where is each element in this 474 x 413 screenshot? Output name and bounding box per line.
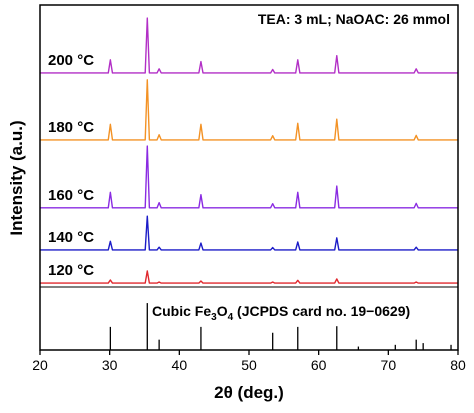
xrd-pattern	[40, 215, 458, 251]
plot-frame	[39, 4, 459, 351]
xrd-pattern	[40, 79, 458, 141]
x-tick-label: 30	[102, 357, 118, 373]
x-tick-label: 80	[450, 357, 466, 373]
ref-label-part: Cubic Fe	[152, 303, 211, 319]
reference-label: Cubic Fe3O4 (JCPDS card no. 19−0629)	[152, 303, 410, 323]
ref-label-sub: 4	[228, 312, 234, 323]
xrd-pattern	[40, 145, 458, 209]
x-axis-label: 2θ (deg.)	[214, 383, 284, 402]
x-tick-label: 60	[311, 357, 327, 373]
series-label: 120 °C	[48, 262, 94, 279]
series-label: 180 °C	[48, 119, 94, 136]
ref-label-part: (JCPDS card no. 19−0629)	[233, 303, 410, 319]
xrd-pattern	[40, 270, 458, 284]
xrd-pattern	[40, 17, 458, 74]
x-tick-label: 40	[172, 357, 188, 373]
y-axis-label: Intensity (a.u.)	[7, 120, 26, 235]
annotation: TEA: 3 mL; NaOAC: 26 mmol	[258, 11, 450, 27]
ref-label-part: O	[217, 303, 228, 319]
series-label: 160 °C	[48, 187, 94, 204]
x-tick-label: 20	[32, 357, 48, 373]
x-tick-label: 70	[381, 357, 397, 373]
series-label: 140 °C	[48, 229, 94, 246]
x-tick-label: 50	[241, 357, 257, 373]
ref-label-sub: 3	[211, 312, 217, 323]
series-label: 200 °C	[48, 52, 94, 69]
